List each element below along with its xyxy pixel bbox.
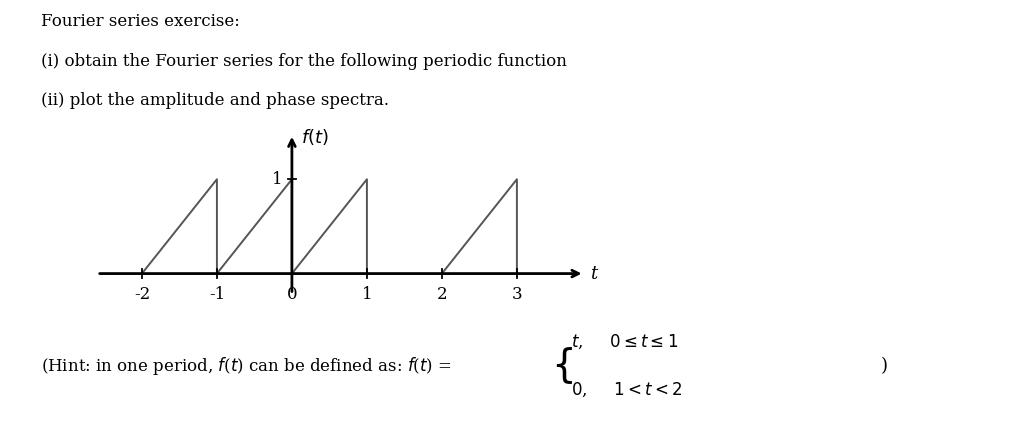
Text: $f(t)$: $f(t)$ <box>301 127 329 147</box>
Text: Fourier series exercise:: Fourier series exercise: <box>41 13 240 30</box>
Text: 1: 1 <box>271 171 283 188</box>
Text: t: t <box>591 265 598 283</box>
Text: $t$,     $0 \leq t \leq 1$: $t$, $0 \leq t \leq 1$ <box>571 332 679 351</box>
Text: ): ) <box>881 357 888 375</box>
Text: 2: 2 <box>436 286 447 303</box>
Text: 3: 3 <box>512 286 522 303</box>
Text: (Hint: in one period, $f$($t$) can be defined as: $f$($t$) =: (Hint: in one period, $f$($t$) can be de… <box>41 355 454 377</box>
Text: 1: 1 <box>361 286 372 303</box>
Text: (ii) plot the amplitude and phase spectra.: (ii) plot the amplitude and phase spectr… <box>41 92 389 109</box>
Text: $0$,     $1 < t < 2$: $0$, $1 < t < 2$ <box>571 381 683 399</box>
Text: 0: 0 <box>287 286 297 303</box>
Text: -1: -1 <box>209 286 225 303</box>
Text: -2: -2 <box>134 286 151 303</box>
Text: (i) obtain the Fourier series for the following periodic function: (i) obtain the Fourier series for the fo… <box>41 53 567 70</box>
Text: $\{$: $\{$ <box>551 345 572 386</box>
